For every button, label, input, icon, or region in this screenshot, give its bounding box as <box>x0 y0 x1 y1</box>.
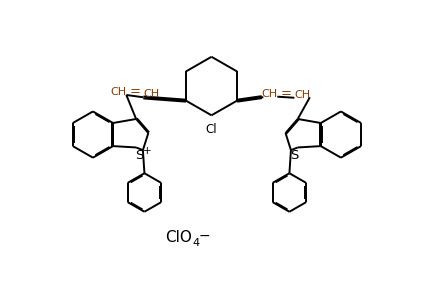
Text: ClO: ClO <box>165 230 192 245</box>
Text: S: S <box>290 149 299 162</box>
Text: −: − <box>198 229 210 243</box>
Text: 4: 4 <box>193 238 200 248</box>
Text: CH: CH <box>294 89 310 100</box>
Text: Cl: Cl <box>206 123 217 136</box>
Text: +: + <box>143 146 151 155</box>
Text: CH: CH <box>261 89 277 99</box>
Text: =: = <box>129 85 140 98</box>
Text: =: = <box>280 87 291 100</box>
Text: S: S <box>135 149 144 162</box>
Text: CH: CH <box>110 87 127 97</box>
Text: CH: CH <box>143 89 159 99</box>
